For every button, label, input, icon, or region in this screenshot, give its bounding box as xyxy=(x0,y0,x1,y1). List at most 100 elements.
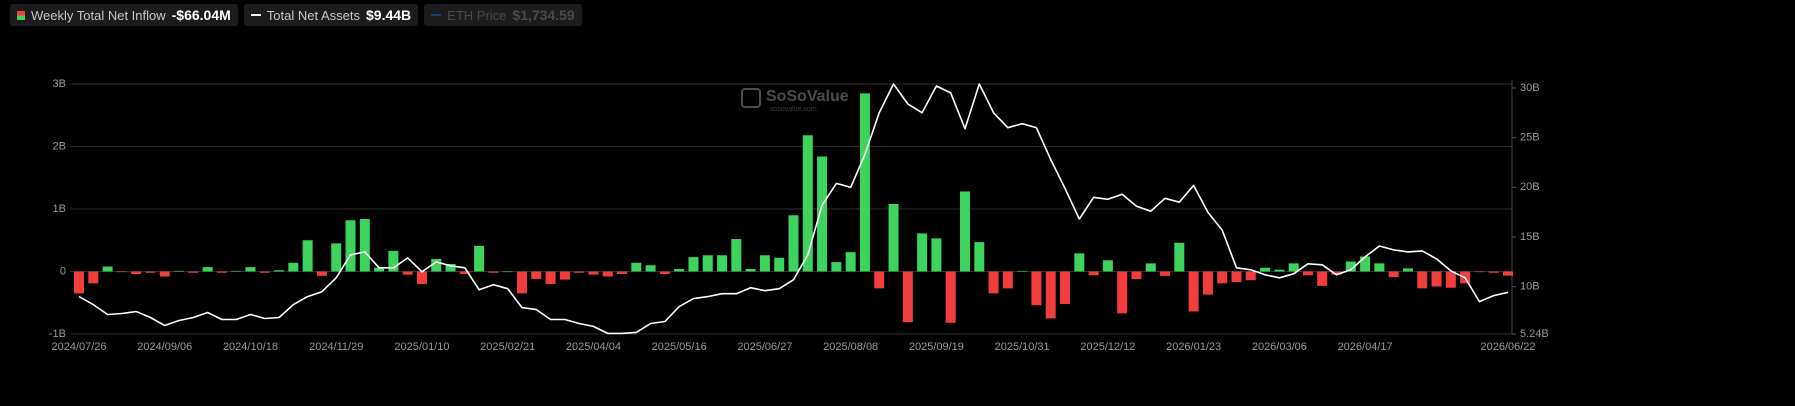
bar xyxy=(388,250,399,272)
x-tick-label: 2025/10/31 xyxy=(995,341,1050,353)
bar xyxy=(1031,271,1042,306)
bar xyxy=(159,271,170,277)
bar xyxy=(874,271,885,289)
bar xyxy=(516,271,527,294)
bar xyxy=(488,271,499,273)
bar xyxy=(1017,270,1028,272)
bar xyxy=(1060,271,1071,304)
bar xyxy=(831,262,842,272)
bar xyxy=(759,255,770,272)
x-tick-label: 2025/09/19 xyxy=(909,341,964,353)
legend-value: -$66.04M xyxy=(171,7,231,23)
watermark-sub: sosovalue.com xyxy=(770,106,817,113)
bar xyxy=(1274,269,1285,272)
bar xyxy=(917,233,928,272)
y-tick-label: -1B xyxy=(49,328,66,340)
bar xyxy=(374,267,385,272)
bar xyxy=(1374,263,1385,272)
watermark-logo xyxy=(741,88,761,108)
bar xyxy=(502,271,513,273)
bar xyxy=(73,271,85,294)
bar xyxy=(102,266,113,272)
bar xyxy=(845,252,856,272)
x-tick-label: 2025/12/12 xyxy=(1080,341,1135,353)
bar xyxy=(1502,271,1514,276)
bar xyxy=(631,262,642,272)
legend-value: $1,734.59 xyxy=(512,7,575,23)
bar xyxy=(402,271,413,275)
bar xyxy=(902,271,913,323)
x-tick-label: 2025/08/08 xyxy=(823,341,878,353)
bar xyxy=(331,243,342,272)
bar xyxy=(1202,271,1213,295)
bar xyxy=(431,259,442,272)
bar xyxy=(174,270,185,272)
bar xyxy=(316,271,327,276)
x-tick-label: 2024/09/06 xyxy=(137,341,192,353)
legend-label: ETH Price xyxy=(447,7,507,23)
y2-tick-label: 5.24B xyxy=(1520,328,1549,340)
bar xyxy=(1302,271,1313,276)
watermark: SoSoValue sosovalue.com xyxy=(741,88,849,113)
bar xyxy=(788,215,799,272)
bar xyxy=(1102,260,1113,272)
bar xyxy=(116,271,127,273)
bar xyxy=(359,219,370,272)
y2-tick-label: 25B xyxy=(1520,132,1540,144)
bar xyxy=(1245,271,1256,281)
bar xyxy=(259,271,270,273)
legend: Weekly Total Net Inflow -$66.04M Total N… xyxy=(10,4,582,26)
y-tick-label: 0 xyxy=(60,265,66,277)
x-tick-label: 2025/04/04 xyxy=(566,341,621,353)
legend-value: $9.44B xyxy=(366,7,412,23)
legend-label: Weekly Total Net Inflow xyxy=(31,7,166,23)
bar xyxy=(145,271,156,273)
bar xyxy=(974,242,985,272)
watermark-text: SoSoValue xyxy=(766,88,849,105)
legend-item[interactable]: Total Net Assets $9.44B xyxy=(243,4,419,26)
bar xyxy=(659,271,670,274)
bar xyxy=(859,93,870,272)
legend-item[interactable]: ETH Price $1,734.59 xyxy=(424,4,582,26)
bar xyxy=(288,262,299,272)
bar xyxy=(1317,271,1328,286)
bar xyxy=(1417,271,1428,289)
bar xyxy=(459,271,470,274)
bar xyxy=(817,156,828,272)
bar xyxy=(1045,271,1056,319)
bar xyxy=(1231,271,1242,283)
bar xyxy=(445,264,456,272)
bar xyxy=(945,271,956,323)
y2-tick-label: 15B xyxy=(1520,231,1540,243)
bar xyxy=(745,269,756,272)
bar xyxy=(674,269,685,272)
bar xyxy=(274,270,285,272)
bar xyxy=(1260,267,1271,272)
bar xyxy=(574,271,585,273)
bar xyxy=(1345,261,1356,272)
bar xyxy=(216,271,227,273)
bar xyxy=(1402,268,1413,272)
bar xyxy=(1217,271,1228,284)
bar xyxy=(474,245,485,272)
bar xyxy=(588,271,599,275)
legend-item[interactable]: Weekly Total Net Inflow -$66.04M xyxy=(10,4,238,26)
bar xyxy=(1388,271,1399,278)
x-tick-label: 2026/01/23 xyxy=(1166,341,1221,353)
y2-tick-label: 30B xyxy=(1520,82,1540,94)
bar xyxy=(1117,271,1128,314)
bar xyxy=(1074,253,1085,272)
bar xyxy=(1088,271,1099,276)
y-tick-label: 2B xyxy=(53,140,66,152)
bar xyxy=(802,135,813,272)
legend-label: Total Net Assets xyxy=(266,7,361,23)
y2-tick-label: 10B xyxy=(1520,281,1540,293)
bar xyxy=(1160,271,1171,276)
bar xyxy=(1331,271,1342,275)
bar xyxy=(988,271,999,294)
bar xyxy=(231,270,242,272)
line xyxy=(78,83,1509,335)
bar xyxy=(345,220,356,272)
bar xyxy=(1288,263,1299,272)
bar xyxy=(559,271,570,280)
